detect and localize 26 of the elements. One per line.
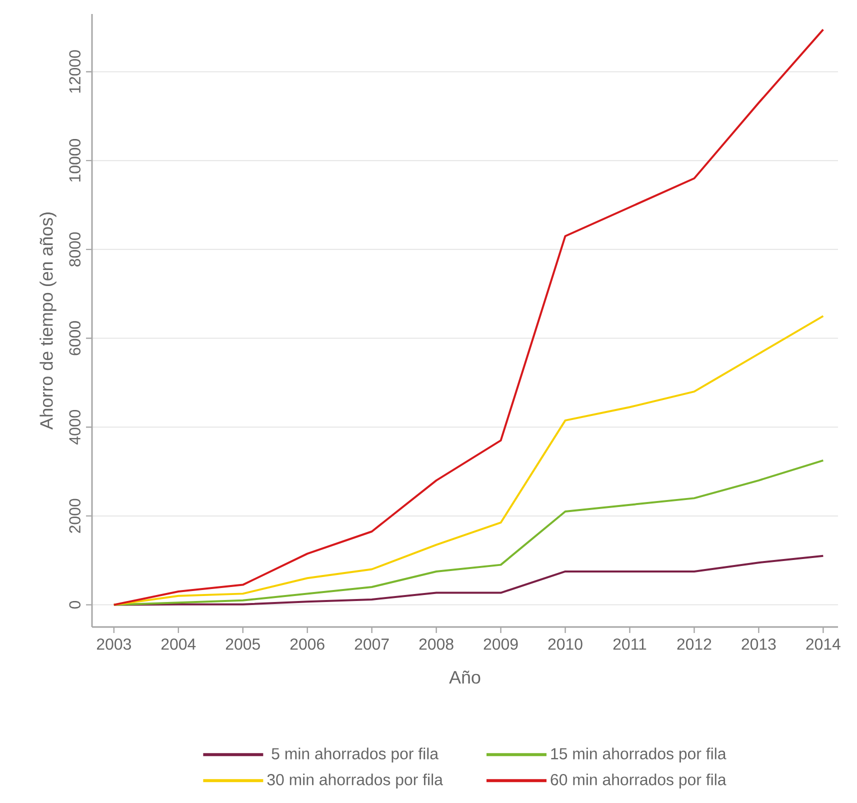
x-tick-label: 2014 [806, 638, 840, 650]
x-tick-label: 2003 [96, 638, 131, 650]
y-tick-label: 6000 [69, 321, 81, 356]
x-tick-label: 2010 [548, 638, 582, 650]
x-tick-label: 2013 [742, 638, 776, 650]
y-tick-label: 2000 [69, 498, 81, 533]
x-tick-label: 2012 [677, 638, 712, 650]
y-tick-label: 8000 [69, 232, 81, 266]
x-tick-label: 2005 [226, 638, 260, 650]
x-tick-label: 2007 [354, 638, 389, 650]
x-tick-label: 2008 [419, 638, 454, 650]
x-tick-label: 2006 [290, 638, 324, 650]
x-tick-label: 2009 [484, 638, 518, 650]
legend-label: 60 min ahorrados por fila [550, 774, 726, 788]
y-axis-title: Ahorro de tiempo (en años) [40, 212, 56, 430]
y-tick-label: 0 [69, 600, 81, 609]
y-tick-label: 4000 [69, 410, 81, 444]
y-tick-label: 12000 [69, 50, 81, 93]
legend-label: 5 min ahorrados por fila [272, 748, 439, 763]
y-tick-label: 10000 [69, 139, 81, 182]
legend-label: 15 min ahorrados por fila [551, 748, 726, 763]
line-series [112, 28, 824, 606]
legend-label: 30 min ahorrados por fila [267, 774, 443, 788]
x-axis-title: Año [449, 670, 480, 684]
x-tick-label: 2004 [161, 638, 196, 650]
x-tick-label: 2011 [613, 638, 646, 650]
